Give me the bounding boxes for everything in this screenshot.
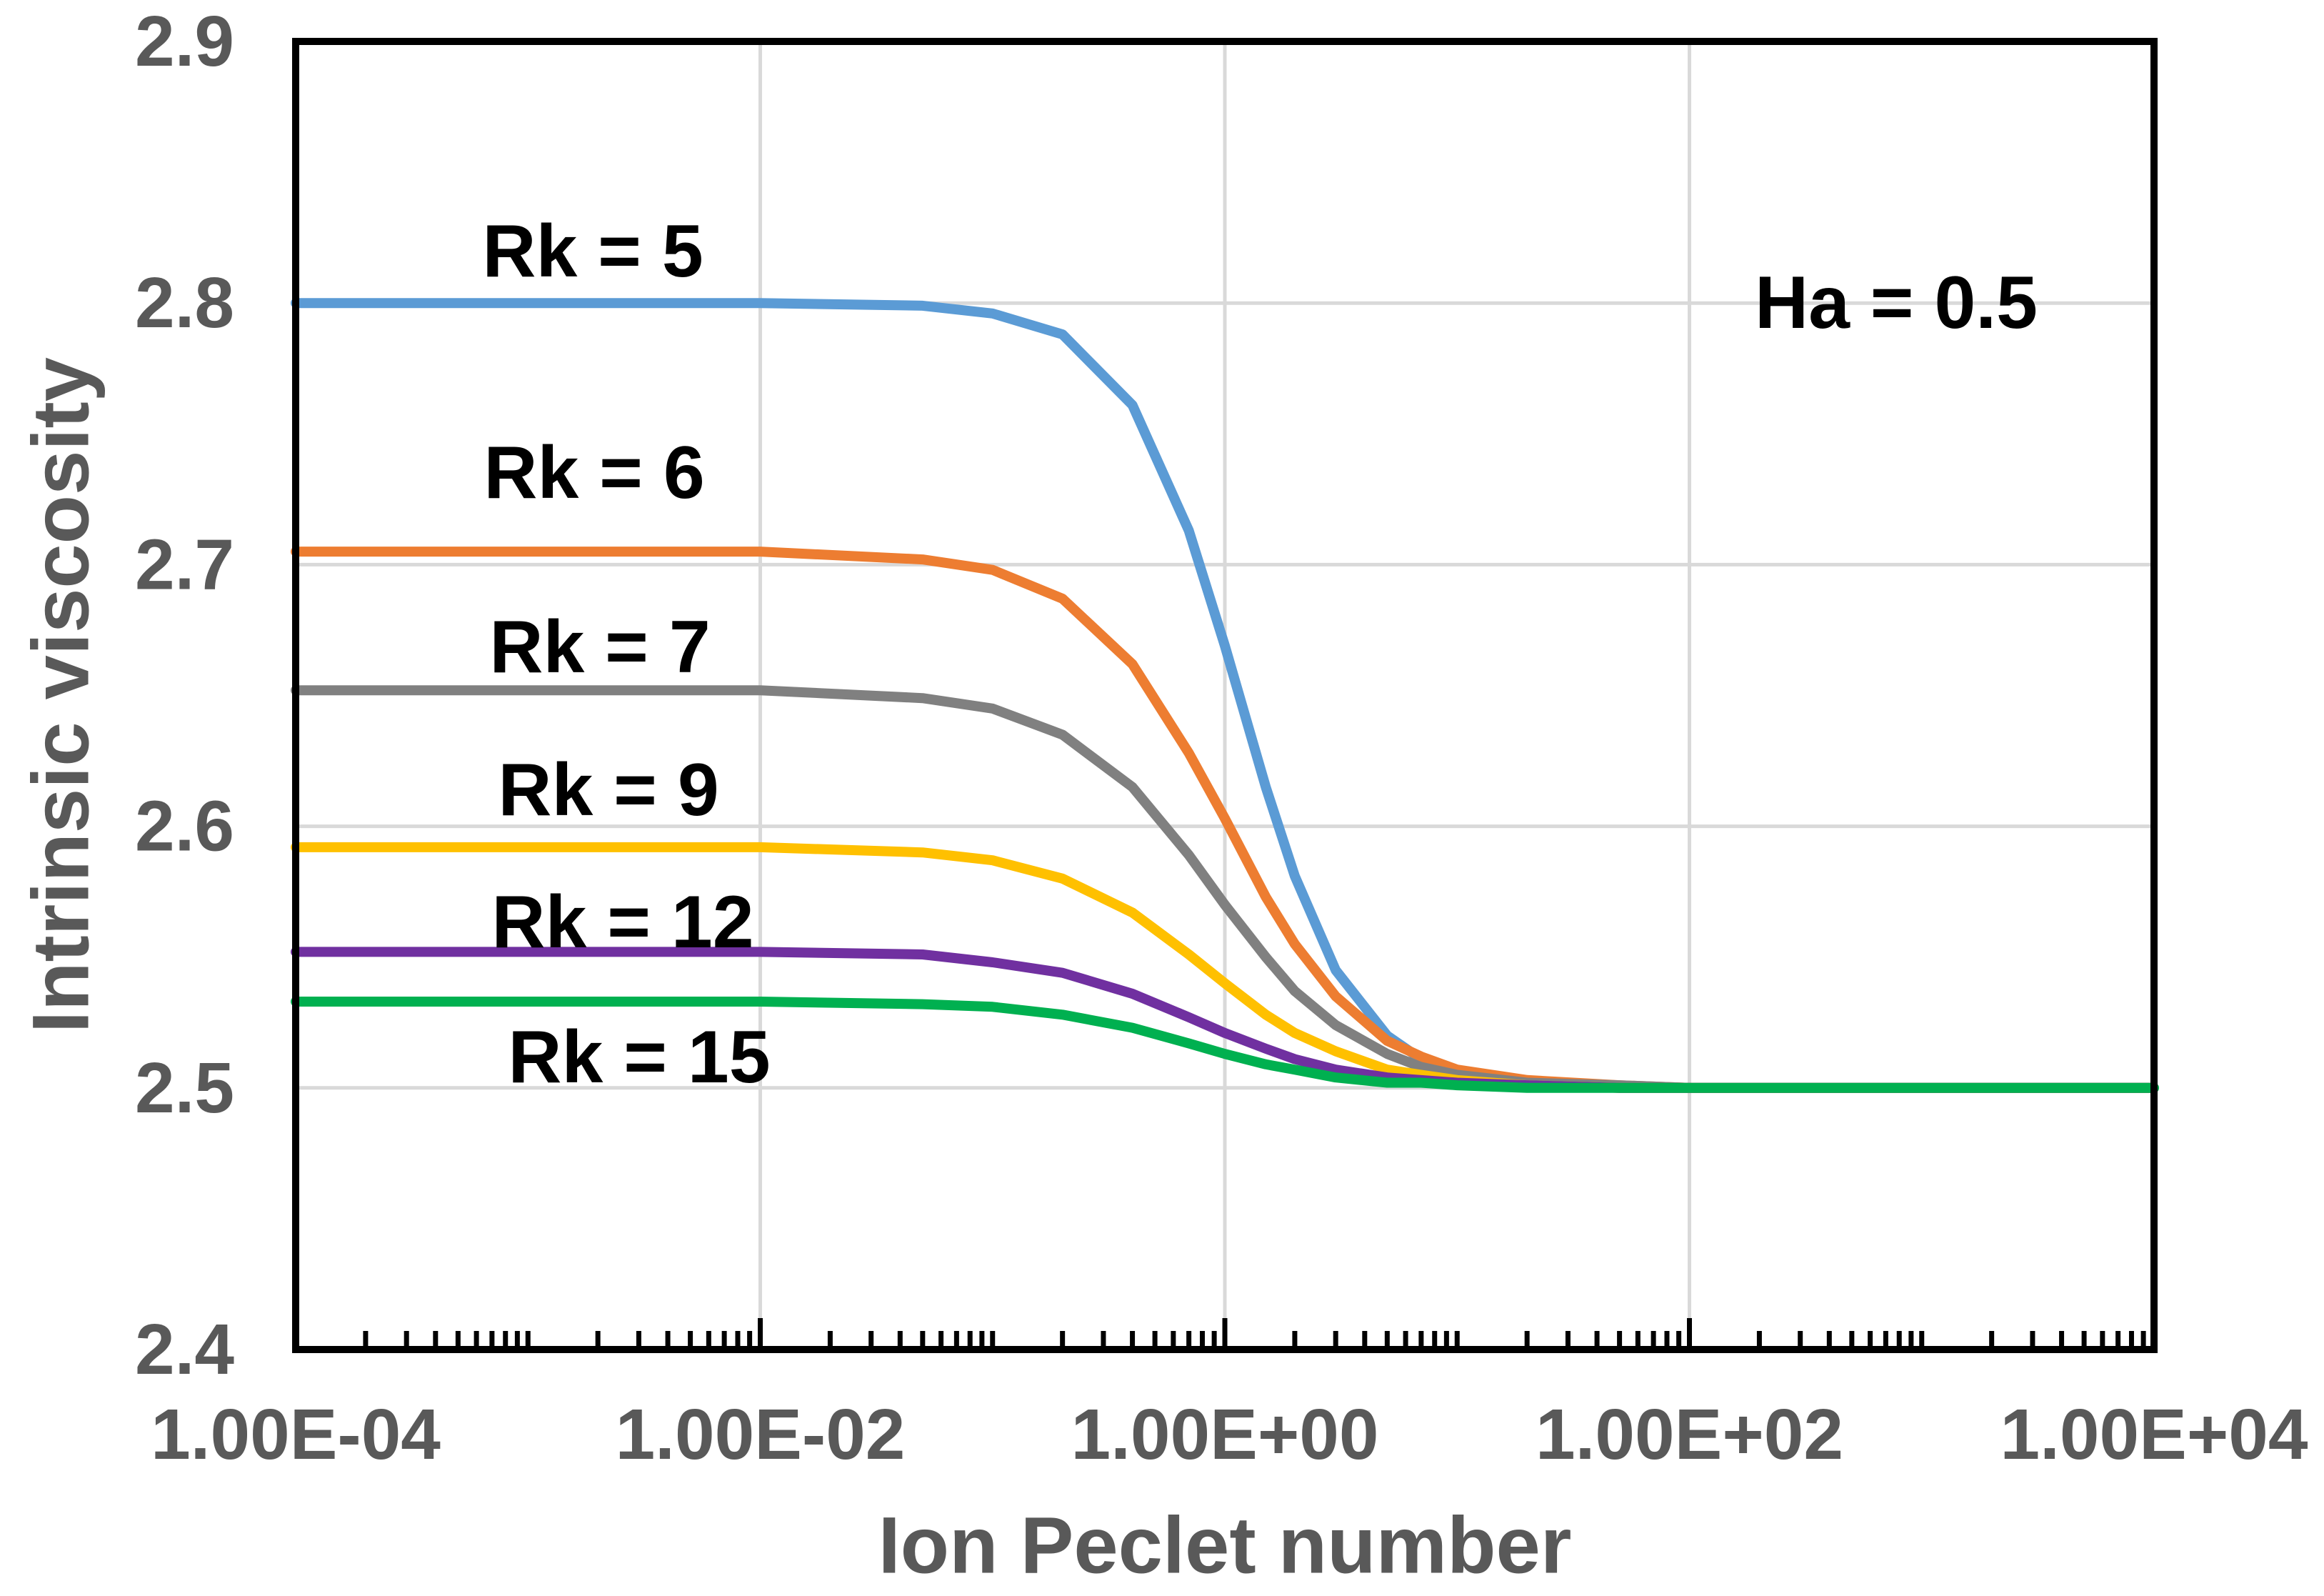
x-axis-title: Ion Peclet number <box>878 1501 1572 1590</box>
y-axis-title: Intrinsic viscosity <box>16 357 106 1033</box>
data-curves <box>291 298 2159 1093</box>
x-tick-label-1.00E-02: 1.00E-02 <box>616 1395 906 1475</box>
y-tick-label-2.7: 2.7 <box>135 524 234 604</box>
ha-annotation: Ha = 0.5 <box>1755 261 2038 344</box>
x-axis-ticks <box>293 1318 2157 1350</box>
x-tick-label-1.00E-04: 1.00E-04 <box>151 1395 441 1475</box>
y-tick-label-2.5: 2.5 <box>135 1048 234 1128</box>
series-label-rk9: Rk = 9 <box>498 749 718 832</box>
x-tick-label-1.00E+02: 1.00E+02 <box>1536 1395 1843 1475</box>
series-label-rk15: Rk = 15 <box>508 1016 770 1099</box>
y-tick-label-2.9: 2.9 <box>135 1 234 81</box>
y-tick-label-2.4: 2.4 <box>135 1310 234 1390</box>
y-tick-label-2.6: 2.6 <box>135 787 234 867</box>
x-tick-label-1.00E+00: 1.00E+00 <box>1071 1395 1379 1475</box>
x-tick-labels: 1.00E-04 1.00E-02 1.00E+00 1.00E+02 1.00E+04 <box>151 1395 2308 1475</box>
series-label-rk7: Rk = 7 <box>489 606 710 689</box>
x-tick-label-1.00E+04: 1.00E+04 <box>2000 1395 2308 1475</box>
series-labels: Rk = 5 Rk = 6 Rk = 7 Rk = 9 Rk = 12 Rk = 15 <box>482 210 770 1099</box>
series-label-rk6: Rk = 6 <box>484 432 704 514</box>
series-label-rk5: Rk = 5 <box>482 210 703 293</box>
series-label-rk12: Rk = 12 <box>491 881 753 964</box>
y-tick-label-2.8: 2.8 <box>135 263 234 343</box>
curve-rk15 <box>291 997 2159 1093</box>
y-tick-labels: 2.4 2.5 2.6 2.7 2.8 2.9 <box>135 1 234 1390</box>
